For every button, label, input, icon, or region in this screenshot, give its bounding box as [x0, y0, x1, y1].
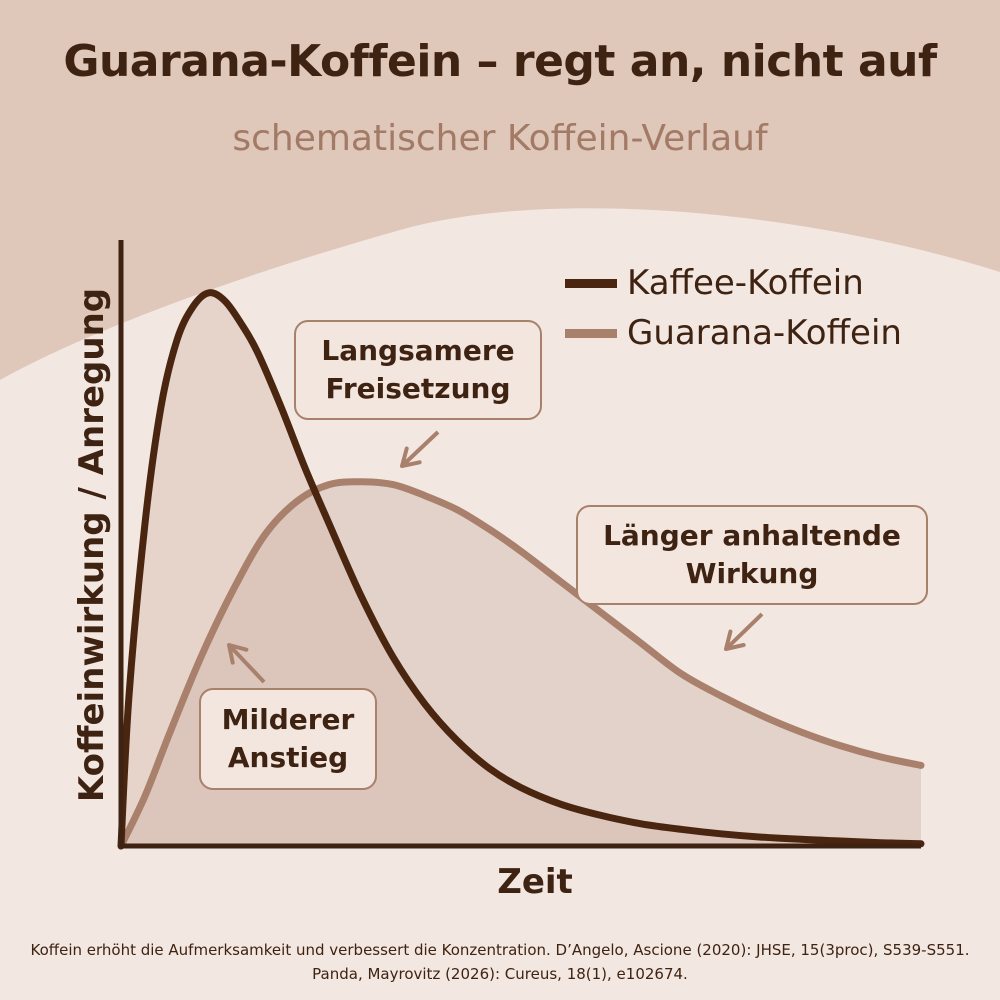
callout-milderer-anstieg: Milderer Anstieg: [199, 688, 377, 790]
callout-line: Länger anhaltende: [603, 519, 901, 552]
callout-laenger-anhaltende-wirkung: Länger anhaltende Wirkung: [576, 505, 928, 605]
callout-line: Freisetzung: [325, 372, 511, 405]
arrow-milderer-anstieg: [227, 643, 266, 684]
callout-line: Milderer: [221, 703, 355, 736]
footnote: Koffein erhöht die Aufmerksamkeit und ve…: [0, 938, 1000, 986]
line-kaffee: [117, 289, 925, 850]
callout-langsamere-freisetzung: Langsamere Freisetzung: [294, 320, 542, 420]
header-backdrop: [0, 0, 1000, 380]
arrow-langsamere-freisetzung: [400, 430, 440, 468]
footnote-line: Panda, Mayrovitz (2026): Cureus, 18(1), …: [312, 965, 688, 983]
legend-swatch-guarana: [565, 328, 617, 338]
page-subtitle: schematischer Koffein-Verlauf: [232, 118, 768, 159]
legend-swatch-kaffee: [565, 278, 617, 288]
y-axis-label: Koffeinwirkung / Anregung: [72, 287, 112, 803]
legend-item-kaffee: Kaffee-Koffein: [565, 258, 902, 308]
callout-line: Wirkung: [685, 557, 819, 590]
page-title: Guarana-Koffein – regt an, nicht auf: [63, 36, 937, 87]
x-axis-label: Zeit: [497, 862, 573, 902]
callout-line: Anstieg: [227, 741, 349, 774]
arrow-laenger-anhaltende-wirkung: [724, 612, 764, 651]
legend-label-kaffee: Kaffee-Koffein: [627, 263, 864, 303]
line-guarana: [117, 478, 925, 850]
callout-line: Langsamere: [321, 334, 515, 367]
footnote-line: Koffein erhöht die Aufmerksamkeit und ve…: [30, 941, 970, 959]
legend-item-guarana: Guarana-Koffein: [565, 308, 902, 358]
legend-label-guarana: Guarana-Koffein: [627, 313, 902, 353]
legend: Kaffee-Koffein Guarana-Koffein: [565, 258, 902, 358]
